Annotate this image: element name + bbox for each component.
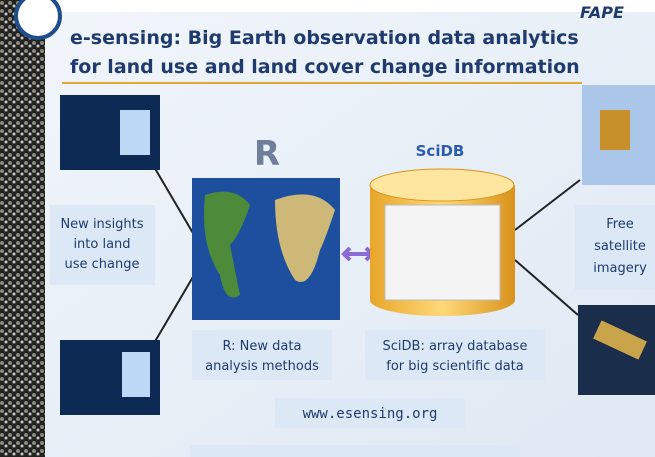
title-rule: [62, 82, 582, 84]
partner-logo: FAPE: [580, 3, 624, 22]
box-text: imagery: [593, 261, 647, 276]
corner-logo: [16, 0, 60, 38]
scidb-logo: SciDB: [416, 142, 465, 160]
title-line: e-sensing: Big Earth observation data an…: [70, 27, 579, 49]
box-text: into land: [73, 237, 130, 252]
box-text: R: New data: [223, 339, 302, 354]
url-text: www.esensing.org: [303, 406, 438, 422]
cylinder-top: [370, 169, 514, 201]
cut-off-box: [190, 445, 520, 457]
box-text: for big scientific data: [386, 359, 523, 374]
title-line: for land use and land cover change infor…: [70, 56, 580, 78]
laptop-screen: [120, 110, 150, 155]
satellite-image: [578, 305, 655, 395]
box-text: SciDB: array database: [383, 339, 528, 354]
satellite-body: [600, 110, 630, 150]
array-image: [385, 205, 500, 300]
top-band: [45, 0, 655, 12]
box-text: use change: [65, 257, 140, 272]
box-text: Free: [606, 217, 634, 232]
laptop-screen: [122, 352, 150, 397]
box-text: New insights: [60, 217, 143, 232]
left-strip: [0, 0, 45, 457]
box-text: satellite: [594, 239, 646, 254]
box-text: analysis methods: [205, 359, 319, 374]
slide-photo: FAPE e-sensing: Big Earth observation da…: [0, 0, 655, 457]
r-logo: R: [254, 134, 280, 174]
